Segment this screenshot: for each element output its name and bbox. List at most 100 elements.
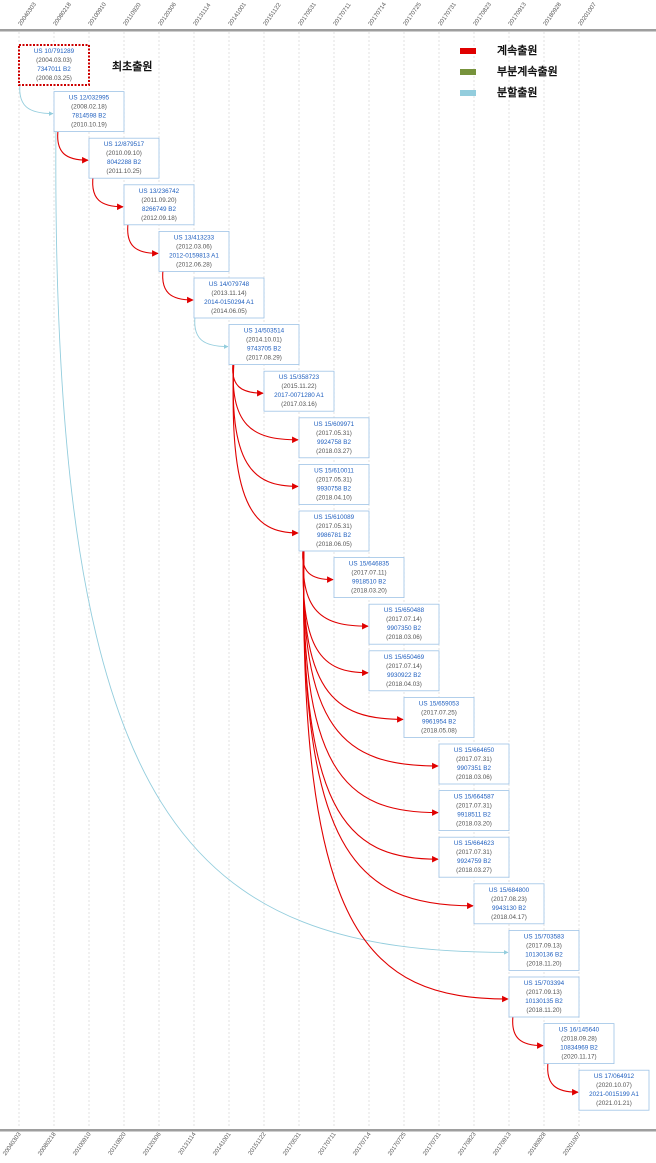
application-node: US 15/659053 (2017.07.25) 9961954 B2 (2018.… bbox=[403, 697, 475, 738]
issue-date: (2021.01.21) bbox=[596, 1100, 632, 1107]
legend-label: 부분계속출원 bbox=[497, 64, 558, 78]
node-box bbox=[368, 603, 440, 645]
filing-date: (2012.03.06) bbox=[176, 243, 212, 250]
publication-number: 9930758 B2 bbox=[317, 485, 351, 492]
application-number: US 13/236742 bbox=[139, 188, 180, 195]
publication-number: 9743705 B2 bbox=[247, 346, 281, 353]
publication-number: 9907351 B2 bbox=[457, 765, 491, 772]
issue-date: (2018.03.06) bbox=[456, 774, 492, 781]
publication-number: 9907350 B2 bbox=[387, 625, 421, 632]
application-number: US 16/145640 bbox=[559, 1027, 600, 1034]
application-node: US 15/664650 (2017.07.31) 9907351 B2 (2018.… bbox=[438, 743, 510, 785]
filing-date: (2017.07.25) bbox=[421, 709, 457, 716]
application-node: US 15/610011 (2017.05.31) 9930758 B2 (2018.… bbox=[298, 463, 370, 505]
continuation-edge bbox=[303, 542, 509, 1003]
application-number: US 15/646835 bbox=[349, 561, 390, 568]
filing-date: (2017.07.31) bbox=[456, 803, 492, 810]
filing-date: (2017.05.31) bbox=[316, 523, 352, 530]
timeline-date-label: 20170711 bbox=[333, 2, 353, 27]
application-node: US 15/609971 (2017.05.31) 9924758 B2 (2018.… bbox=[298, 417, 370, 459]
node-box bbox=[298, 417, 370, 459]
issue-date: (2018.03.27) bbox=[316, 448, 352, 455]
continuation-edge bbox=[232, 356, 299, 537]
timeline-bottom-labels: 20040303 20080218 20100910 20110920 20120306… bbox=[2, 1131, 583, 1157]
legend-swatch bbox=[460, 69, 476, 75]
timeline-date-label: 20170714 bbox=[352, 1131, 373, 1157]
timeline-date-label: 20170823 bbox=[473, 1, 494, 27]
application-node: US 15/684800 (2017.08.23) 9943130 B2 (2018.… bbox=[473, 883, 545, 925]
application-number: US 15/703394 bbox=[524, 980, 565, 987]
issue-date: (2012.09.18) bbox=[141, 215, 177, 222]
application-node: US 10/791289 (2004.03.03) 7347011 B2 (2008.… bbox=[18, 44, 90, 86]
node-box bbox=[333, 557, 405, 598]
timeline-date-label: 20170725 bbox=[403, 1, 424, 27]
node-box bbox=[368, 650, 440, 692]
timeline-date-label: 20170913 bbox=[508, 1, 529, 27]
publication-number: 10130136 B2 bbox=[525, 951, 563, 958]
bottom-axis-bar bbox=[0, 1129, 656, 1132]
first-filing-label: 최초출원 bbox=[112, 59, 152, 73]
application-node: US 13/413233 (2012.03.06) 2012-0159813 A1 (… bbox=[158, 230, 230, 272]
continuation-edge bbox=[302, 542, 439, 770]
timeline-date-label: 20120306 bbox=[142, 1131, 163, 1157]
filing-date: (2013.11.14) bbox=[211, 290, 246, 297]
filing-date: (2017.07.31) bbox=[456, 849, 492, 856]
timeline-date-label: 20201007 bbox=[562, 1131, 583, 1157]
filing-date: (2004.03.03) bbox=[36, 57, 72, 64]
application-number: US 14/503514 bbox=[244, 328, 285, 335]
filing-date: (2017.08.23) bbox=[491, 896, 527, 903]
publication-number: 9918511 B2 bbox=[457, 812, 491, 819]
timeline-date-label: 20170711 bbox=[318, 1131, 338, 1156]
top-axis-bar bbox=[0, 29, 656, 32]
publication-number: 10834969 B2 bbox=[560, 1045, 598, 1052]
issue-date: (2018.11.20) bbox=[526, 960, 561, 967]
timeline-date-label: 20080218 bbox=[37, 1131, 58, 1157]
legend-swatch bbox=[460, 90, 476, 96]
publication-number: 8266749 B2 bbox=[142, 206, 176, 213]
issue-date: (2018.03.06) bbox=[386, 634, 422, 641]
timeline-date-label: 20201007 bbox=[578, 1, 599, 27]
application-node: US 15/703394 (2017.09.13) 10130135 B2 (2018… bbox=[508, 976, 580, 1018]
issue-date: (2018.11.20) bbox=[526, 1007, 561, 1014]
divisional-edge bbox=[55, 123, 509, 955]
node-box bbox=[508, 976, 580, 1018]
application-number: US 17/064912 bbox=[594, 1073, 635, 1080]
timeline-date-label: 20080218 bbox=[53, 1, 74, 27]
application-node: US 16/145640 (2018.09.28) 10834969 B2 (2020… bbox=[543, 1023, 615, 1064]
application-node: US 14/079748 (2013.11.14) 2014-0150294 A1 (… bbox=[193, 277, 265, 319]
timeline-date-label: 20141001 bbox=[228, 1, 249, 27]
timeline-date-label: 20170531 bbox=[282, 1131, 303, 1157]
application-node: US 15/358723 (2015.11.22) 2017-0071280 A1 (… bbox=[263, 370, 335, 412]
node-box bbox=[193, 277, 265, 319]
timeline-date-label: 20100910 bbox=[88, 1, 109, 27]
issue-date: (2018.03.27) bbox=[456, 867, 492, 874]
node-box bbox=[543, 1023, 615, 1064]
publication-number: 9924759 B2 bbox=[457, 858, 491, 865]
node-box bbox=[53, 91, 125, 132]
timeline-date-label: 20170731 bbox=[422, 1131, 443, 1157]
application-number: US 15/703583 bbox=[524, 933, 565, 940]
issue-date: (2018.06.05) bbox=[316, 541, 352, 548]
filing-date: (2010.09.10) bbox=[106, 150, 142, 157]
node-box bbox=[403, 697, 475, 738]
timeline-date-label: 20180928 bbox=[543, 1, 564, 27]
node-box bbox=[228, 324, 300, 366]
node-box bbox=[263, 370, 335, 412]
timeline-date-label: 20151122 bbox=[263, 2, 283, 27]
publication-number: 7814598 B2 bbox=[72, 113, 106, 120]
filing-date: (2017.09.13) bbox=[526, 989, 562, 996]
application-number: US 15/650488 bbox=[384, 607, 425, 614]
timeline-date-label: 20040303 bbox=[18, 1, 39, 27]
publication-number: 9961954 B2 bbox=[422, 718, 456, 725]
application-number: US 15/610089 bbox=[314, 514, 355, 521]
publication-number: 9943130 B2 bbox=[492, 905, 526, 912]
publication-number: 9918510 B2 bbox=[352, 579, 386, 586]
publication-number: 10130135 B2 bbox=[525, 998, 563, 1005]
timeline-date-label: 20141001 bbox=[212, 1131, 233, 1157]
issue-date: (2011.10.25) bbox=[106, 168, 141, 175]
timeline-date-label: 20170731 bbox=[438, 1, 459, 27]
publication-number: 8042288 B2 bbox=[107, 159, 141, 166]
timeline-date-label: 20110920 bbox=[123, 2, 143, 27]
application-node: US 15/664587 (2017.07.31) 9918511 B2 (2018.… bbox=[438, 790, 510, 831]
